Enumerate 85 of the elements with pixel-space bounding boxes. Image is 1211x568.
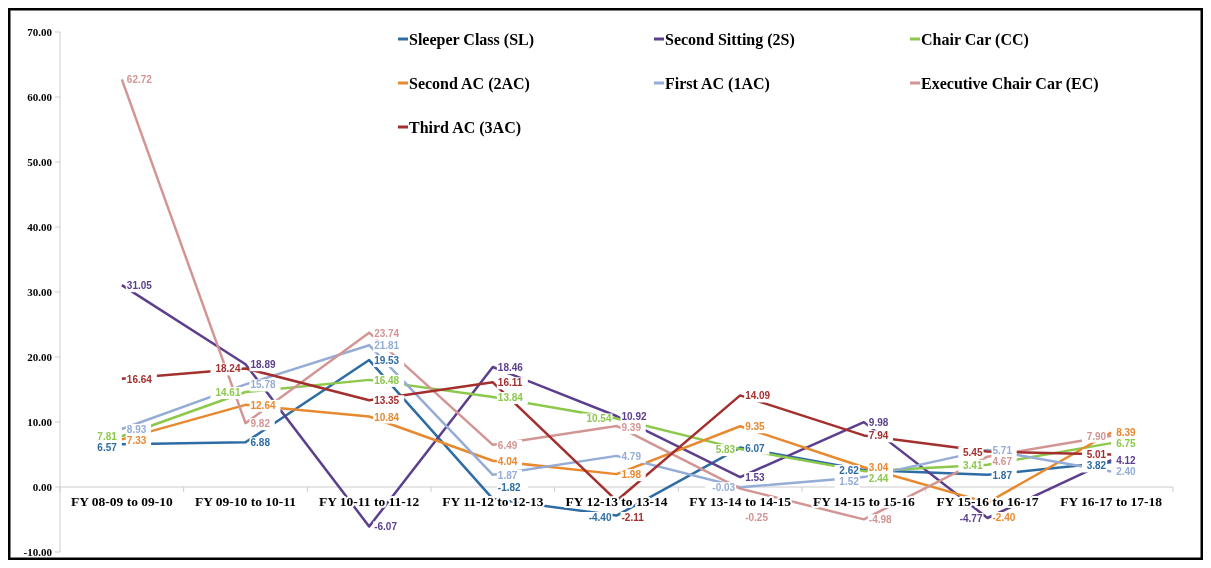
data-label: 1.52 [839,475,860,487]
data-label: 6.75 [1116,438,1137,450]
y-tick-label: -10.00 [23,545,53,558]
data-label: -0.25 [745,512,769,523]
data-label: 6.57 [97,442,118,454]
legend-label: Second AC (2AC) [409,74,530,93]
data-label: 14.61 [215,387,241,399]
data-label: 6.49 [497,439,518,451]
data-label: 14.09 [745,390,771,402]
data-label: 7.90 [1086,430,1107,442]
data-label: 62.72 [126,74,153,86]
legend-label: First AC (1AC) [665,74,770,93]
data-label: 5.71 [992,444,1013,456]
x-tick-label: FY 16-17 to 17-18 [1060,494,1163,509]
legend-label: Second Sitting (2S) [665,30,795,49]
data-label: 9.82 [250,418,271,430]
data-label: 8.93 [126,423,147,435]
legend-label: Executive Chair Car (EC) [921,74,1099,93]
x-tick-label: FY 12-13 to 13-14 [565,494,668,509]
data-label: 1.98 [621,469,642,481]
x-tick-label: FY 13-14 to 14-15 [689,494,792,509]
data-label: 10.54 [586,413,612,425]
data-label: 5.45 [963,446,983,458]
data-label: 4.12 [1116,455,1137,467]
data-label: 1.87 [992,469,1013,481]
data-label: 3.41 [963,459,983,471]
data-label: 1.87 [497,469,518,481]
data-label: -2.40 [992,512,1016,523]
data-label: 15.78 [250,379,276,391]
data-label: 16.64 [126,373,153,385]
legend-label: Third AC (3AC) [409,118,522,137]
data-label: 2.44 [868,473,889,485]
y-tick-label: 10.00 [27,415,53,428]
data-label: 19.53 [374,355,400,367]
data-label: 18.89 [250,359,276,371]
data-label: 7.33 [126,434,147,446]
data-label: 4.04 [497,455,518,467]
data-label: 5.01 [1086,449,1107,461]
data-label: 9.98 [868,417,889,429]
data-label: 2.40 [1116,466,1137,478]
y-tick-label: 20.00 [27,350,53,363]
data-label: 21.81 [374,340,400,352]
y-tick-label: 70.00 [27,25,53,38]
data-label: 9.35 [745,421,766,433]
data-label: 23.74 [374,327,400,339]
data-label: -2.11 [621,512,645,523]
data-label: 4.67 [992,455,1013,467]
data-label: 6.88 [250,437,271,449]
data-label: 16.11 [497,377,523,389]
x-tick-label: FY 09-10 to 10-11 [194,494,297,509]
x-tick-label: FY 08-09 to 09-10 [70,494,174,509]
y-tick-label: 60.00 [27,90,53,103]
data-label: 7.94 [868,430,889,442]
legend-label: Sleeper Class (SL) [409,30,535,49]
data-label: -4.40 [588,512,612,523]
data-label: 10.92 [621,411,647,423]
y-tick-label: 30.00 [27,285,53,298]
data-label: 13.84 [497,392,524,404]
data-label: -0.03 [712,482,736,494]
data-label: 18.46 [497,362,524,374]
x-tick-label: FY 14-15 to 15-16 [812,494,916,509]
data-label: 13.35 [374,395,400,407]
data-label: 3.82 [1086,460,1107,472]
data-label: 8.39 [1116,427,1137,439]
data-label: 2.62 [839,464,860,476]
data-label: 6.07 [745,442,766,454]
data-label: 3.04 [868,462,889,474]
data-label: -1.82 [497,482,522,493]
data-label: 5.83 [715,444,736,456]
data-label: -6.07 [374,521,398,533]
data-label: 16.48 [374,374,400,386]
data-label: -4.77 [959,513,983,525]
y-tick-label: 40.00 [27,220,53,233]
y-tick-label: 0.00 [32,480,53,493]
data-label: 31.05 [126,280,153,292]
data-label: 4.79 [621,450,642,462]
legend-label: Chair Car (CC) [921,30,1029,49]
data-label: 12.64 [250,399,276,411]
data-label: 9.39 [621,422,642,434]
data-label: 18.24 [215,363,241,375]
data-label: 1.53 [745,472,766,484]
y-tick-label: 50.00 [27,155,53,168]
data-label: 10.84 [374,411,400,423]
data-label: -4.98 [868,514,893,526]
data-label: 7.81 [97,431,118,443]
